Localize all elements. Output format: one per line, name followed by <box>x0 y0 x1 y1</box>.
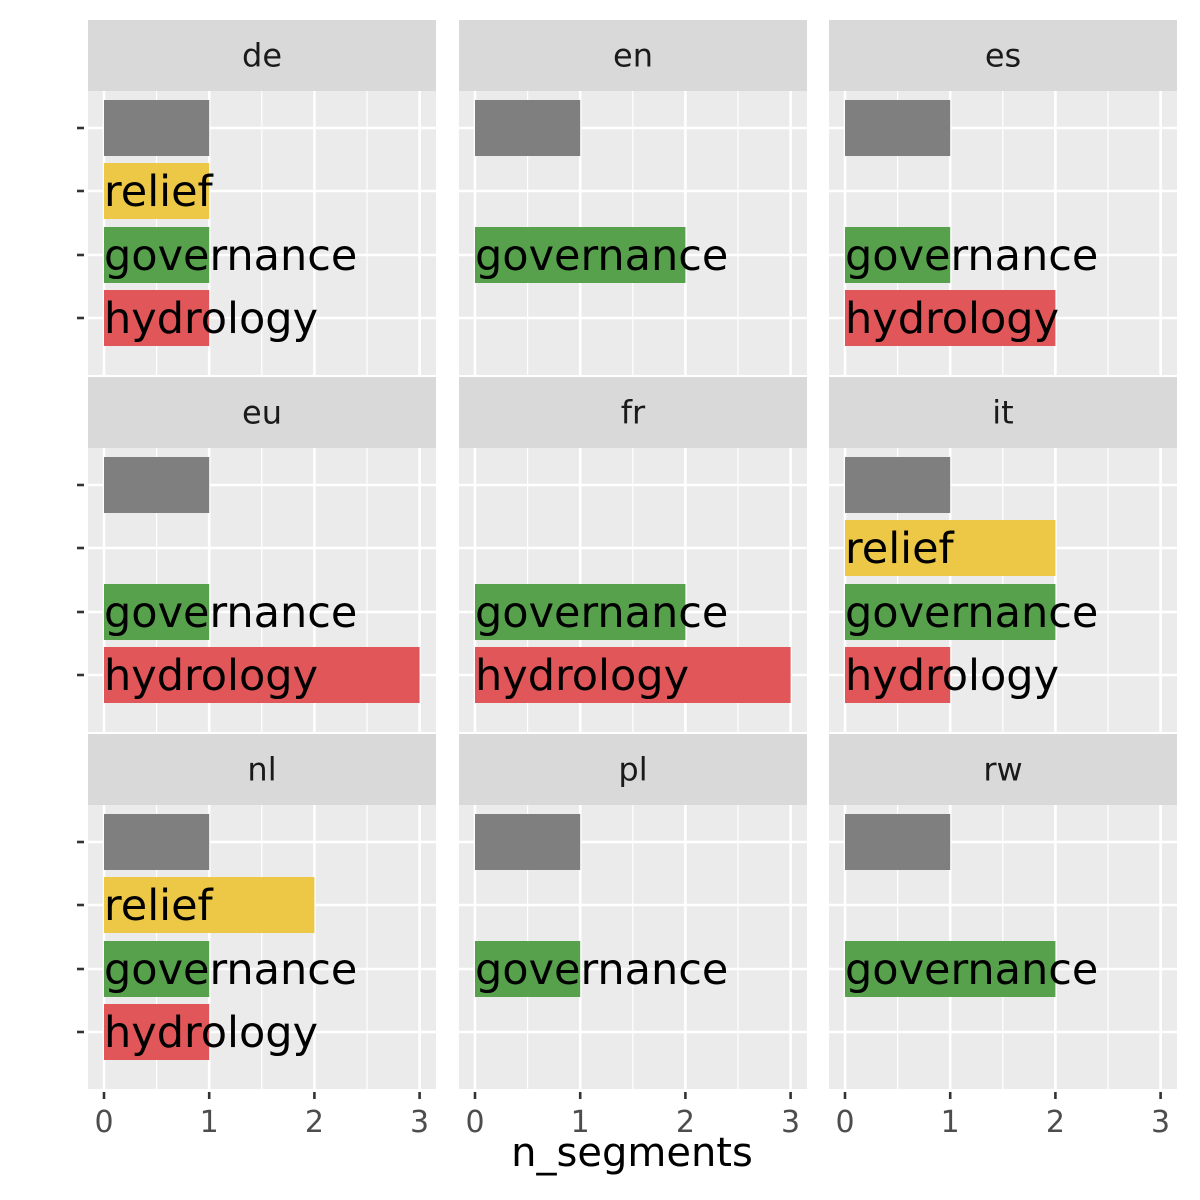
facet-strip-label: fr <box>621 394 646 432</box>
bar <box>475 941 581 997</box>
x-tick-label: 2 <box>305 1105 324 1140</box>
facet-strip-label: it <box>992 394 1013 432</box>
bar <box>104 227 210 283</box>
bar <box>104 584 210 640</box>
x-tick-label: 0 <box>94 1105 113 1140</box>
data-label: governance <box>845 588 1098 638</box>
bar <box>475 647 791 703</box>
x-tick-label: 0 <box>465 1105 484 1140</box>
data-label: governance <box>845 945 1098 995</box>
facet-strip <box>88 20 436 91</box>
data-label: relief <box>845 524 955 574</box>
facet-strip-label: eu <box>242 394 282 432</box>
bar <box>845 227 951 283</box>
bar <box>104 941 210 997</box>
facet-panel-eu: eu governance hydrology <box>77 377 436 732</box>
x-axis-title: n_segments <box>511 1130 753 1176</box>
bar <box>475 814 581 870</box>
bar <box>845 584 1056 640</box>
facet-strip <box>829 377 1177 448</box>
bar <box>845 457 951 513</box>
bar <box>104 1004 210 1060</box>
facet-strip <box>459 734 807 805</box>
facet-strip <box>829 734 1177 805</box>
facet-strip-label: es <box>985 37 1021 75</box>
data-label: hydrology <box>104 651 318 701</box>
facet-strip <box>88 734 436 805</box>
x-tick-label: 3 <box>781 1105 800 1140</box>
bar <box>475 584 686 640</box>
facet-panel-fr: fr governance hydrology <box>459 377 807 732</box>
bar <box>475 227 686 283</box>
facet-panel-es: es governance hydrology <box>829 20 1177 375</box>
facet-strip <box>88 377 436 448</box>
data-label: governance <box>845 231 1098 281</box>
data-label: hydrology <box>845 651 1059 701</box>
data-label: hydrology <box>104 1008 318 1058</box>
facet-panel-en: en governance <box>459 20 807 375</box>
data-label: governance <box>104 588 357 638</box>
data-label: governance <box>475 588 728 638</box>
x-tick-label: 3 <box>410 1105 429 1140</box>
facet-panel-pl: pl governance 0 1 2 3 <box>459 734 807 1140</box>
data-label: governance <box>104 231 357 281</box>
bar <box>104 100 210 156</box>
facet-panel-it: it relief governance hydrology <box>829 377 1177 732</box>
x-tick-label: 1 <box>571 1105 590 1140</box>
facet-strip-label: pl <box>618 751 647 789</box>
facet-strip-label: en <box>613 37 653 75</box>
bar <box>104 647 420 703</box>
bar <box>845 520 1056 576</box>
facet-strip <box>829 20 1177 91</box>
facet-panel-de: de relief governance hydrology <box>77 20 436 375</box>
data-label: relief <box>104 881 214 931</box>
data-label: hydrology <box>475 651 689 701</box>
bar <box>104 290 210 346</box>
x-tick-label: 1 <box>200 1105 219 1140</box>
x-tick-label: 3 <box>1151 1105 1170 1140</box>
x-tick-label: 1 <box>941 1105 960 1140</box>
data-label: hydrology <box>845 294 1059 344</box>
x-tick-label: 2 <box>676 1105 695 1140</box>
x-tick-label: 0 <box>835 1105 854 1140</box>
bar <box>104 814 210 870</box>
data-label: governance <box>475 231 728 281</box>
x-tick-label: 2 <box>1046 1105 1065 1140</box>
bar <box>104 163 210 219</box>
facet-panel-nl: nl relief governance hydrology 0 1 2 3 <box>77 734 436 1140</box>
facet-panel-rw: rw governance 0 1 2 3 <box>829 734 1177 1140</box>
bar <box>845 941 1056 997</box>
data-label: hydrology <box>104 294 318 344</box>
data-label: governance <box>104 945 357 995</box>
bar <box>475 100 581 156</box>
facet-strip <box>459 377 807 448</box>
bar <box>845 100 951 156</box>
facet-strip-label: rw <box>983 751 1022 789</box>
facet-strip-label: nl <box>247 751 276 789</box>
bar <box>104 877 315 933</box>
bar <box>845 814 951 870</box>
data-label: governance <box>475 945 728 995</box>
data-label: relief <box>104 167 214 217</box>
bar <box>845 647 951 703</box>
bar <box>845 290 1056 346</box>
facet-strip <box>459 20 807 91</box>
facet-strip-label: de <box>242 37 282 75</box>
bar <box>104 457 210 513</box>
